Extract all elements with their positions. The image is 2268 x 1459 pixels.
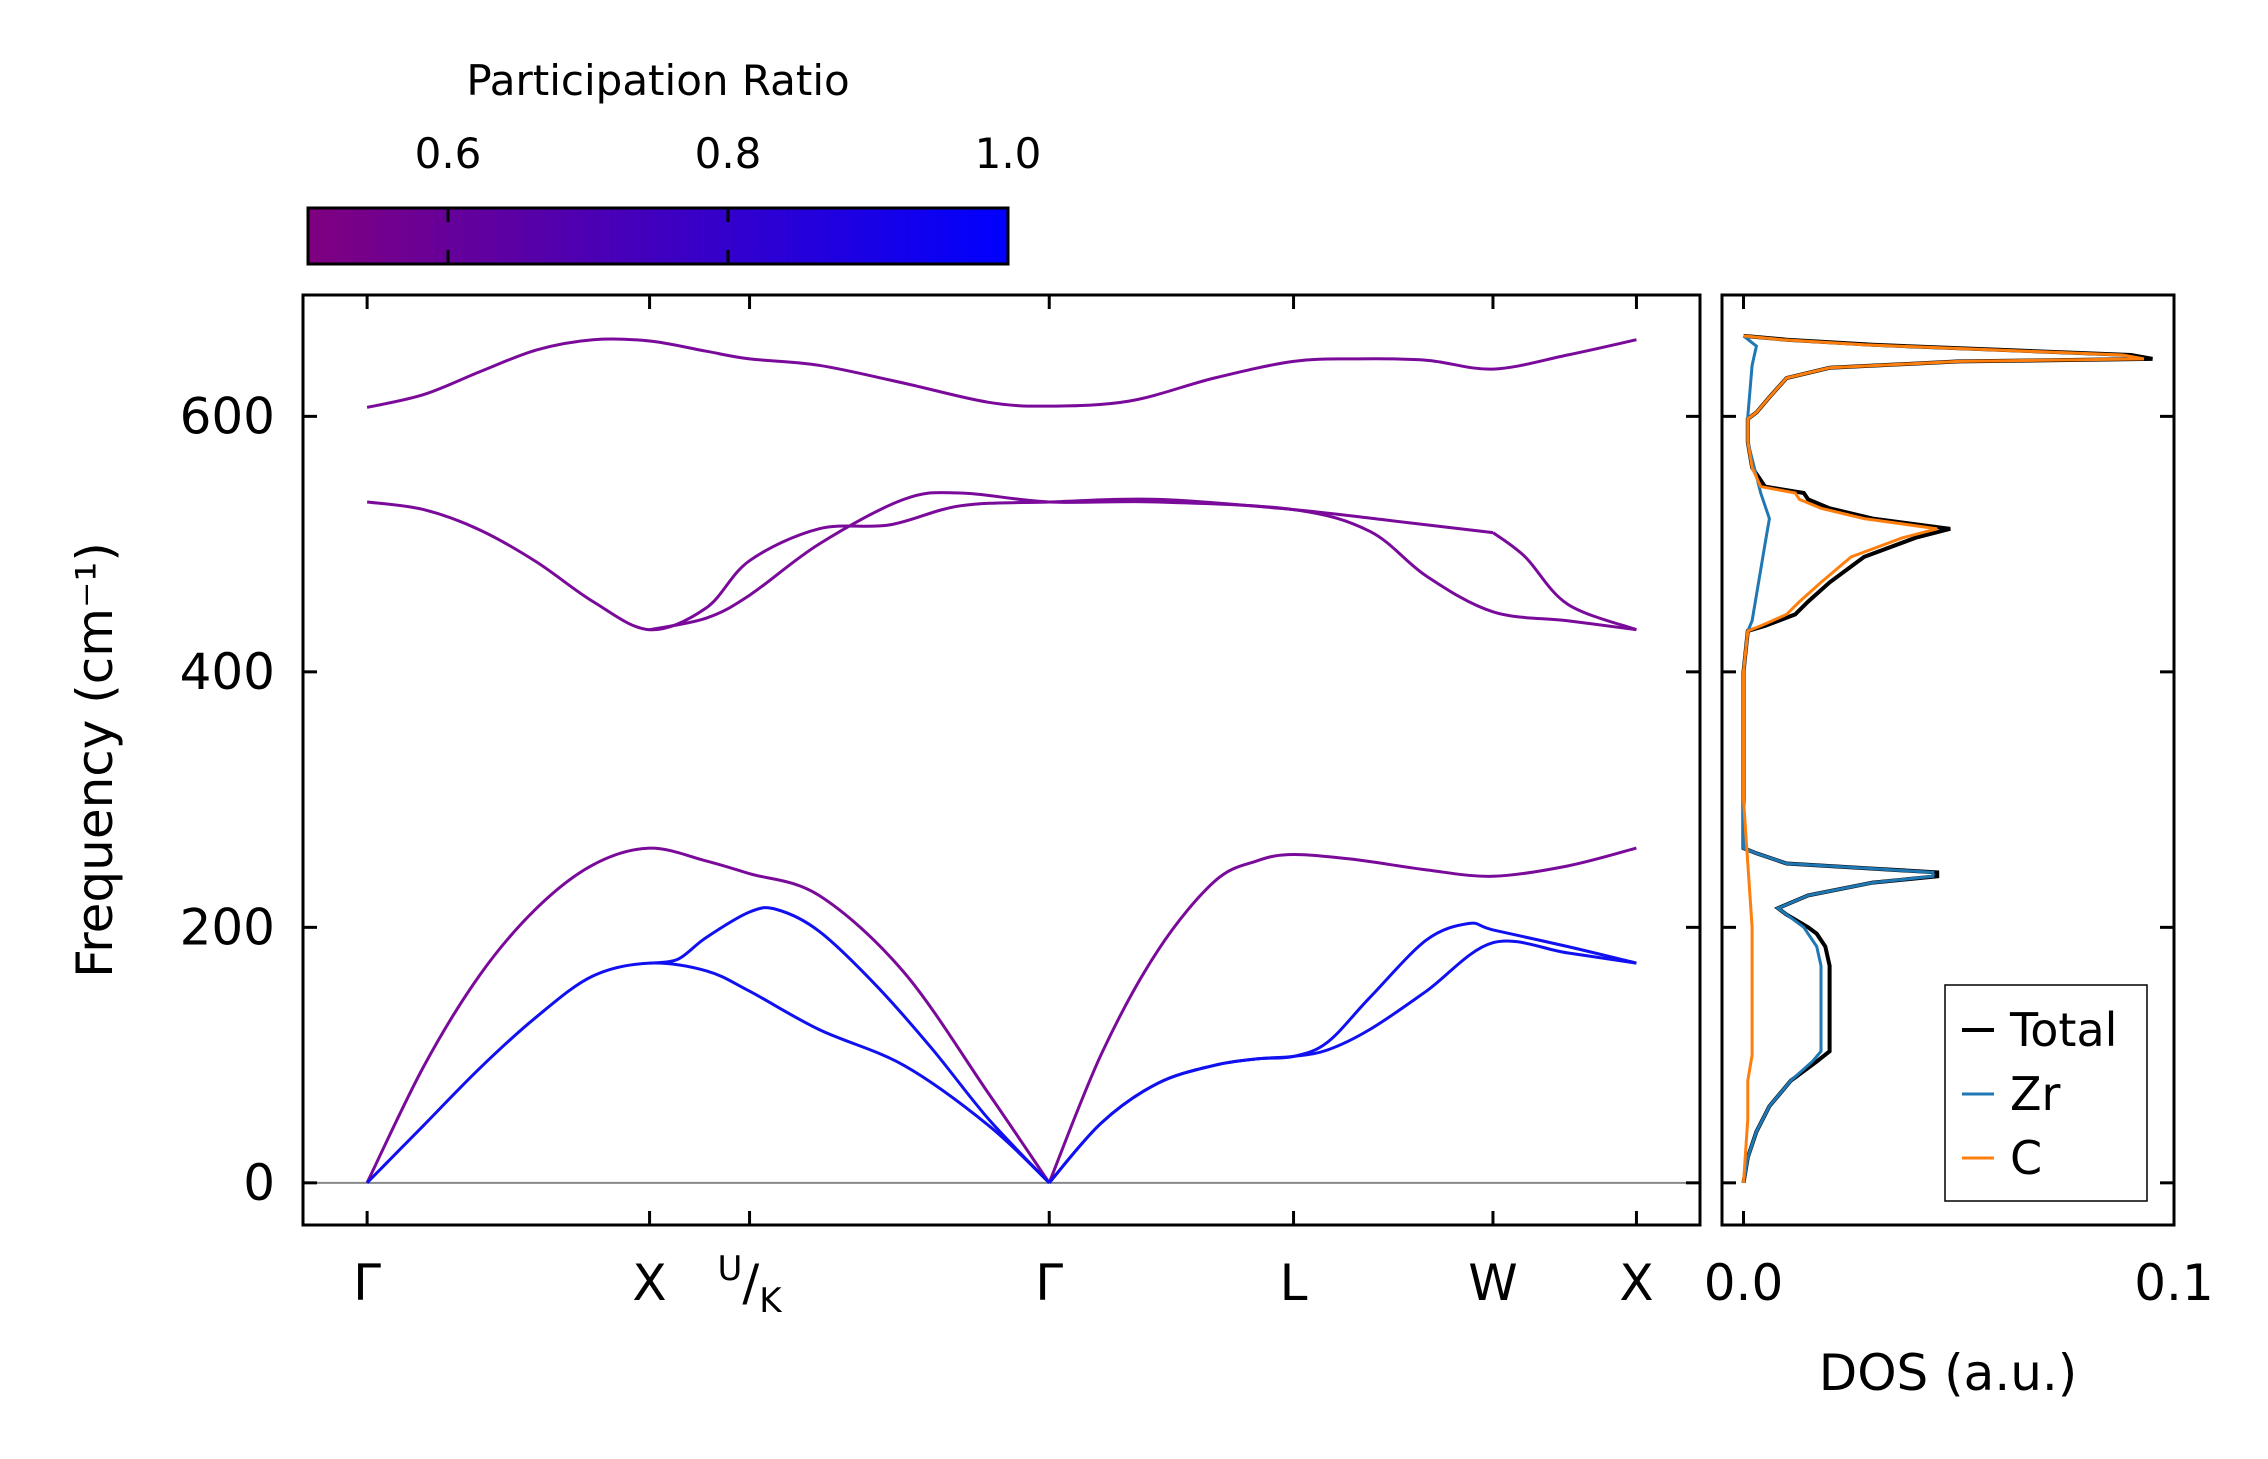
dos-line-C (1742, 334, 2145, 1183)
x-tick-label: Γ (353, 1254, 381, 1312)
x-tick-label-sup: U (718, 1249, 743, 1289)
y-tick-label: 400 (180, 643, 275, 701)
band-acoustic-TA-2 (1048, 921, 1637, 1184)
band-acoustic-LA (365, 846, 1051, 1184)
colorbar-tick-label: 0.8 (695, 129, 762, 178)
dos-x-ticks: 0.0 0.1 (1704, 295, 2214, 1312)
legend-label-C: C (2010, 1131, 2042, 1185)
band-acoustic-TA2 (649, 906, 1051, 1184)
colorbar-tick-label: 0.6 (415, 129, 482, 178)
dispersion-panel: Γ X U/K Γ L W X 0 200 400 600 Frequency (cm⁻¹) (66, 293, 1702, 1321)
colorbar-title: Participation Ratio (466, 56, 849, 105)
y-tick-label: 200 (180, 898, 275, 956)
x-tick-label: X (1619, 1254, 1653, 1312)
dos-x-tick-label: 0.0 (1704, 1254, 1784, 1312)
x-tick-label-slash: / (742, 1254, 759, 1312)
band-optical-upper (366, 497, 1494, 632)
band-acoustic-TA-3 (1048, 939, 1637, 1184)
dos-y-ticks (1722, 414, 2174, 1185)
y-axis-label: Frequency (cm⁻¹) (66, 542, 124, 978)
y-tick-label: 0 (243, 1154, 275, 1212)
band-optical-lower (649, 491, 1637, 632)
colorbar-tick-label: 1.0 (975, 129, 1042, 178)
dos-frame (1720, 293, 2176, 1227)
dos-panel: 0.0 0.1 DOS (a.u.) Total Zr C (1704, 293, 2214, 1402)
legend-items: Total Zr C (1962, 1003, 2117, 1185)
dos-series (1741, 333, 2153, 1184)
dos-x-tick-label: 0.1 (2134, 1254, 2214, 1312)
y-tick-label: 600 (180, 387, 275, 445)
x-tick-label: L (1280, 1254, 1308, 1312)
dispersion-x-ticks: Γ X U/K Γ L W X (353, 295, 1654, 1321)
legend-label-Zr: Zr (2010, 1067, 2061, 1121)
x-tick-label: W (1468, 1254, 1517, 1312)
x-tick-label: X (632, 1254, 666, 1312)
dos-x-axis-label: DOS (a.u.) (1819, 1344, 2078, 1402)
band-optical-top (366, 337, 1637, 409)
colorbar: Participation Ratio 0.6 0.8 1.0 (306, 56, 1042, 266)
band-acoustic-TA1 (366, 961, 1051, 1184)
x-tick-label: U/K (718, 1249, 784, 1321)
dos-line-Zr (1742, 334, 1935, 1184)
dispersion-y-ticks: 0 200 400 600 (180, 387, 1700, 1212)
dispersion-series (365, 337, 1637, 1184)
legend-label-Total: Total (2009, 1003, 2117, 1057)
dispersion-frame (301, 293, 1702, 1227)
x-tick-label: Γ (1035, 1254, 1063, 1312)
legend: Total Zr C (1944, 984, 2148, 1202)
x-tick-label-sub: K (759, 1281, 783, 1321)
colorbar-fill (306, 206, 1010, 266)
colorbar-ticks: 0.6 0.8 1.0 (415, 129, 1042, 264)
band-acoustic-LA-2 (1047, 846, 1637, 1184)
band-optical-wx (1492, 531, 1637, 632)
